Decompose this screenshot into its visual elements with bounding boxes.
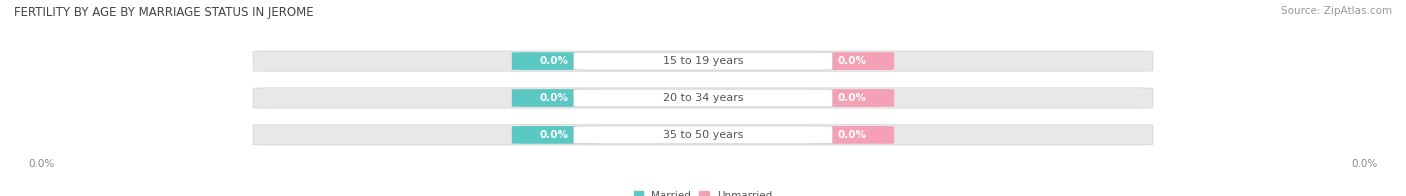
FancyBboxPatch shape [574,52,832,70]
Text: 20 to 34 years: 20 to 34 years [662,93,744,103]
Text: 0.0%: 0.0% [838,56,866,66]
Text: 0.0%: 0.0% [838,93,866,103]
Text: Source: ZipAtlas.com: Source: ZipAtlas.com [1281,6,1392,16]
FancyBboxPatch shape [512,89,596,107]
FancyBboxPatch shape [512,126,596,144]
FancyBboxPatch shape [574,126,832,144]
Text: FERTILITY BY AGE BY MARRIAGE STATUS IN JEROME: FERTILITY BY AGE BY MARRIAGE STATUS IN J… [14,6,314,19]
Text: 0.0%: 0.0% [540,93,568,103]
Text: 0.0%: 0.0% [540,130,568,140]
Text: 0.0%: 0.0% [1351,159,1378,169]
FancyBboxPatch shape [810,52,894,70]
Text: 0.0%: 0.0% [28,159,55,169]
FancyBboxPatch shape [253,51,1153,71]
FancyBboxPatch shape [574,89,832,107]
Text: 15 to 19 years: 15 to 19 years [662,56,744,66]
Legend: Married, Unmarried: Married, Unmarried [631,189,775,196]
FancyBboxPatch shape [253,125,1153,145]
FancyBboxPatch shape [810,89,894,107]
Text: 0.0%: 0.0% [540,56,568,66]
FancyBboxPatch shape [253,88,1153,108]
FancyBboxPatch shape [810,126,894,144]
Text: 35 to 50 years: 35 to 50 years [662,130,744,140]
Text: 0.0%: 0.0% [838,130,866,140]
FancyBboxPatch shape [512,52,596,70]
